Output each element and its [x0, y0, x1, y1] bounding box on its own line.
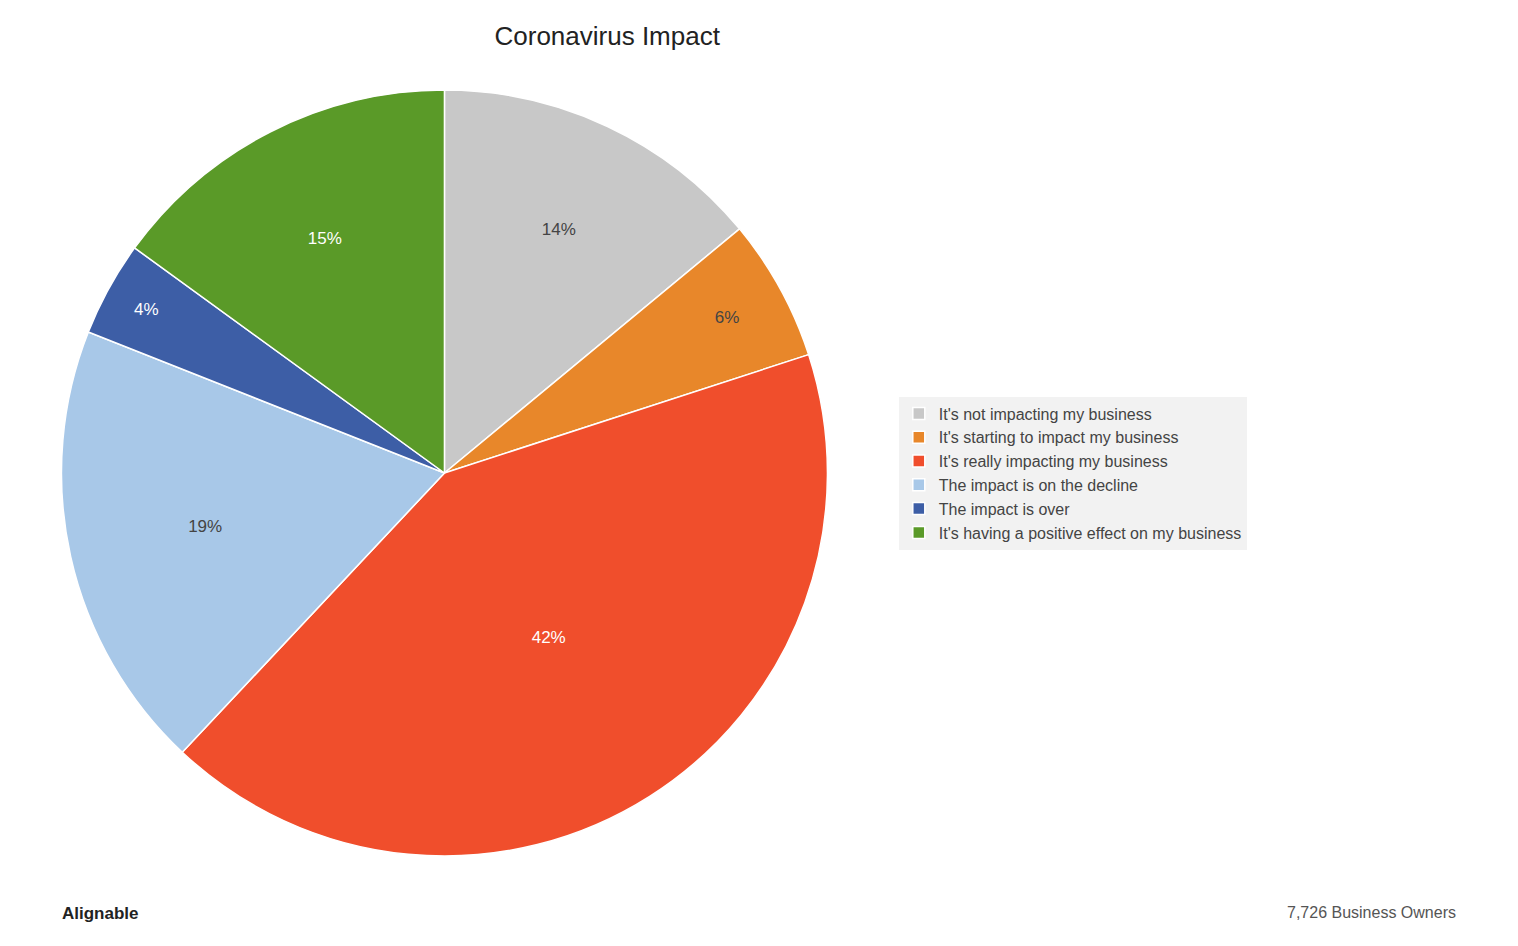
svg-text:It's not impacting my business: It's not impacting my business [939, 406, 1152, 423]
svg-text:It's starting to impact my bus: It's starting to impact my business [939, 429, 1179, 446]
svg-text:Alignable: Alignable [62, 904, 139, 923]
svg-text:7,726 Business Owners: 7,726 Business Owners [1287, 904, 1456, 921]
svg-text:It's really impacting my busin: It's really impacting my business [939, 453, 1168, 470]
svg-text:4%: 4% [134, 300, 159, 319]
svg-text:The impact is on the decline: The impact is on the decline [939, 477, 1138, 494]
svg-text:Coronavirus Impact: Coronavirus Impact [494, 21, 720, 51]
svg-text:42%: 42% [532, 628, 566, 647]
svg-text:It's having a positive effect: It's having a positive effect on my busi… [939, 525, 1241, 542]
svg-text:The impact is over: The impact is over [939, 501, 1070, 518]
svg-text:15%: 15% [308, 229, 342, 248]
svg-text:14%: 14% [542, 220, 576, 239]
svg-text:19%: 19% [188, 517, 222, 536]
svg-text:6%: 6% [715, 308, 740, 327]
